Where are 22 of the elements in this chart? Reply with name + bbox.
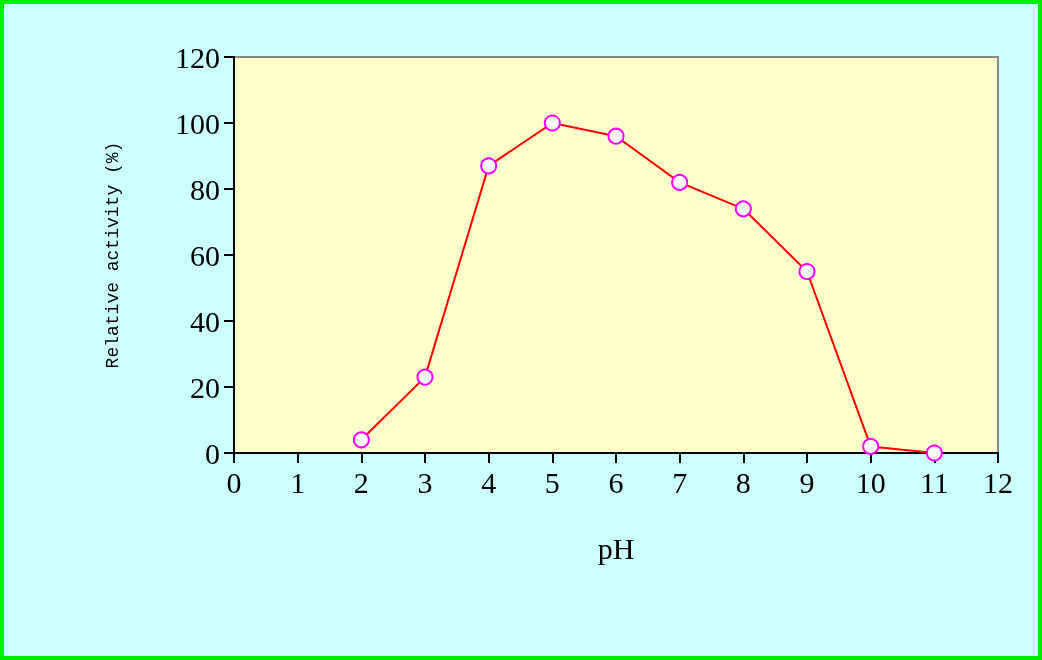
- y-tick-label: 20: [190, 370, 220, 404]
- x-tick-label: 2: [353, 465, 369, 499]
- x-tick-label: 0: [226, 465, 242, 499]
- x-axis-title: pH: [597, 531, 635, 565]
- x-tick-label: 6: [608, 465, 624, 499]
- y-tick-label: 60: [190, 238, 220, 272]
- y-tick-label: 100: [175, 106, 220, 140]
- x-tick-label: 11: [919, 465, 949, 499]
- y-tick-label: 0: [205, 436, 220, 470]
- x-tick-label: 4: [481, 465, 497, 499]
- y-tick-label: 40: [190, 304, 220, 338]
- x-tick-label: 12: [983, 465, 1013, 499]
- y-tick-label: 80: [190, 172, 220, 206]
- x-tick-label: 10: [855, 465, 886, 499]
- x-tick-label: 3: [417, 465, 433, 499]
- x-tick-label: 1: [290, 465, 306, 499]
- x-tick-label: 5: [544, 465, 560, 499]
- x-tick-label: 9: [799, 465, 815, 499]
- x-tick-label: 8: [735, 465, 751, 499]
- x-tick-label: 7: [672, 465, 688, 499]
- y-axis-title: Relative activity (%): [103, 141, 123, 369]
- y-tick-label: 120: [175, 40, 220, 74]
